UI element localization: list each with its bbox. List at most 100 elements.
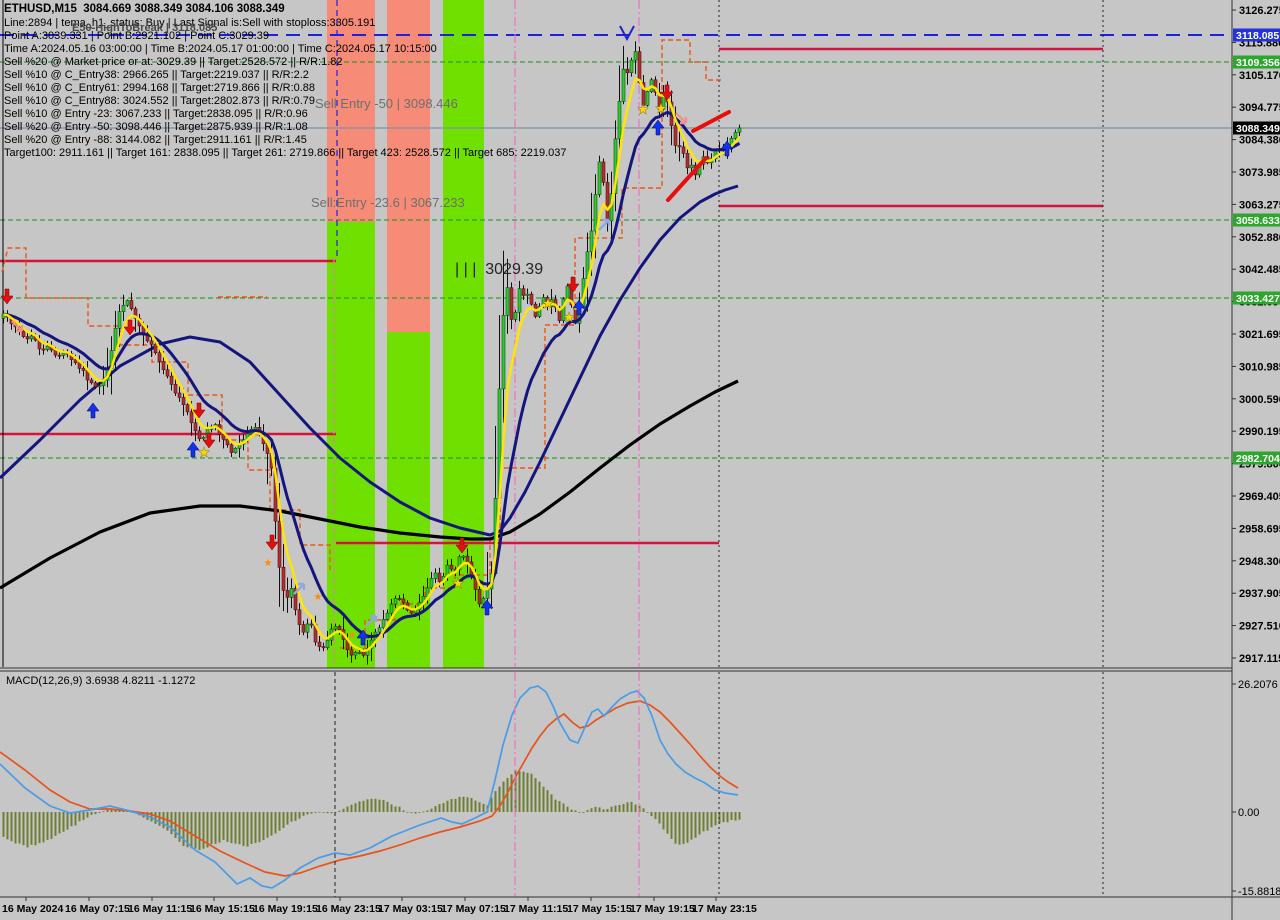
sell-arrow-icon (566, 276, 580, 293)
macd-histogram-bar (450, 799, 453, 812)
macd-histogram-bar (74, 812, 77, 826)
sell-arrow-icon (0, 288, 14, 305)
candle-body (229, 444, 234, 453)
macd-histogram-bar (422, 811, 425, 813)
buy-arrow-icon (86, 402, 100, 419)
candle-body (77, 362, 82, 369)
price-badge (1233, 213, 1280, 227)
hollow-up-right-arrow-icon (293, 582, 306, 595)
candle-body (733, 131, 738, 139)
macd-histogram-bar (698, 812, 701, 835)
candle-body (157, 352, 162, 362)
macd-histogram-bar (186, 812, 189, 848)
macd-histogram-bar (478, 802, 481, 812)
hollow-up-right-arrow-icon (365, 614, 378, 627)
candle-body (233, 448, 238, 453)
macd-histogram-bar (222, 812, 225, 840)
macd-histogram-bar (618, 804, 621, 812)
macd-histogram-bar (546, 790, 549, 812)
macd-histogram-bar (602, 809, 605, 812)
candle-body (557, 306, 562, 321)
candle-body (305, 623, 310, 633)
candle-body (621, 68, 626, 102)
macd-histogram-bar (214, 812, 217, 844)
candle-body (685, 153, 690, 169)
macd-histogram-bar (206, 812, 209, 848)
candle-body (185, 404, 190, 413)
macd-main-line (0, 685, 739, 889)
macd-histogram-bar (370, 798, 373, 812)
macd-histogram-bar (362, 800, 365, 812)
candle-body (449, 564, 454, 570)
candle-body (117, 311, 122, 329)
macd-histogram-bar (18, 812, 21, 844)
sell-arrow-icon (202, 432, 216, 449)
macd-histogram-bar (630, 801, 633, 812)
macd-histogram-bar (594, 806, 597, 812)
candle-body (97, 385, 102, 388)
macd-histogram-bar (238, 812, 241, 845)
macd-histogram-bar (70, 812, 73, 827)
candle-body (429, 578, 434, 589)
candle-body (45, 345, 50, 350)
macd-histogram-bar (670, 812, 673, 839)
macd-histogram-bar (318, 811, 321, 813)
macd-histogram-bar (498, 786, 501, 812)
candle-body (309, 623, 314, 626)
candle-body (125, 300, 130, 306)
macd-histogram-bar (346, 806, 349, 812)
macd-histogram-bar (158, 812, 161, 826)
candle-body (625, 68, 630, 74)
macd-histogram-bar (38, 812, 41, 844)
candle-body (21, 330, 26, 337)
session-band-green (327, 222, 375, 668)
trailing-stop-line (340, 39, 722, 649)
star-small-marker-icon: ★ (348, 630, 357, 641)
candle-body (645, 91, 650, 106)
macd-histogram-bar (702, 812, 705, 832)
macd-histogram-bar (82, 812, 85, 821)
price-tick-label: 2948.300 (1239, 556, 1280, 568)
candle-body (365, 647, 370, 656)
candle-body (501, 315, 506, 390)
macd-histogram-bar (338, 810, 341, 812)
candle-body (193, 422, 198, 432)
candle-body (289, 588, 294, 598)
macd-histogram-bar (242, 812, 245, 847)
macd-histogram-bar (194, 812, 197, 849)
candle-body (161, 361, 166, 371)
macd-histogram-bar (726, 812, 729, 823)
candle-body (297, 609, 302, 625)
candle-body (461, 555, 466, 558)
candle-body (221, 434, 226, 440)
macd-histogram-bar (474, 800, 477, 812)
candle-body (737, 127, 742, 133)
candle-body (29, 335, 34, 340)
macd-histogram-bar (254, 812, 257, 844)
candle-body (333, 626, 338, 630)
macd-histogram-bar (410, 812, 413, 813)
macd-histogram-bar (662, 812, 665, 830)
macd-histogram-bar (550, 794, 553, 812)
macd-histogram-bar (230, 812, 233, 844)
sell-arrow-icon (265, 534, 279, 551)
macd-histogram-bar (14, 812, 17, 844)
price-tick-label: 2969.405 (1239, 491, 1280, 503)
buy-arrow-icon (720, 140, 734, 157)
macd-histogram-bar (562, 803, 565, 812)
macd-histogram-bar (502, 781, 505, 812)
macd-histogram-bar (510, 774, 513, 812)
time-tick-label: 16 May 07:15 (65, 903, 130, 915)
candle-body (677, 145, 682, 148)
candle-body (149, 340, 154, 345)
sell-arrow-icon (660, 84, 674, 101)
macd-histogram-bar (266, 812, 269, 838)
candle-body (513, 311, 518, 320)
star-marker-icon: ★ (563, 309, 576, 325)
macd-histogram-bar (610, 806, 613, 812)
candle-body (81, 368, 86, 371)
candle-body (41, 348, 46, 351)
price-tick-label: 3010.985 (1239, 361, 1280, 373)
macd-histogram-bar (570, 809, 573, 812)
